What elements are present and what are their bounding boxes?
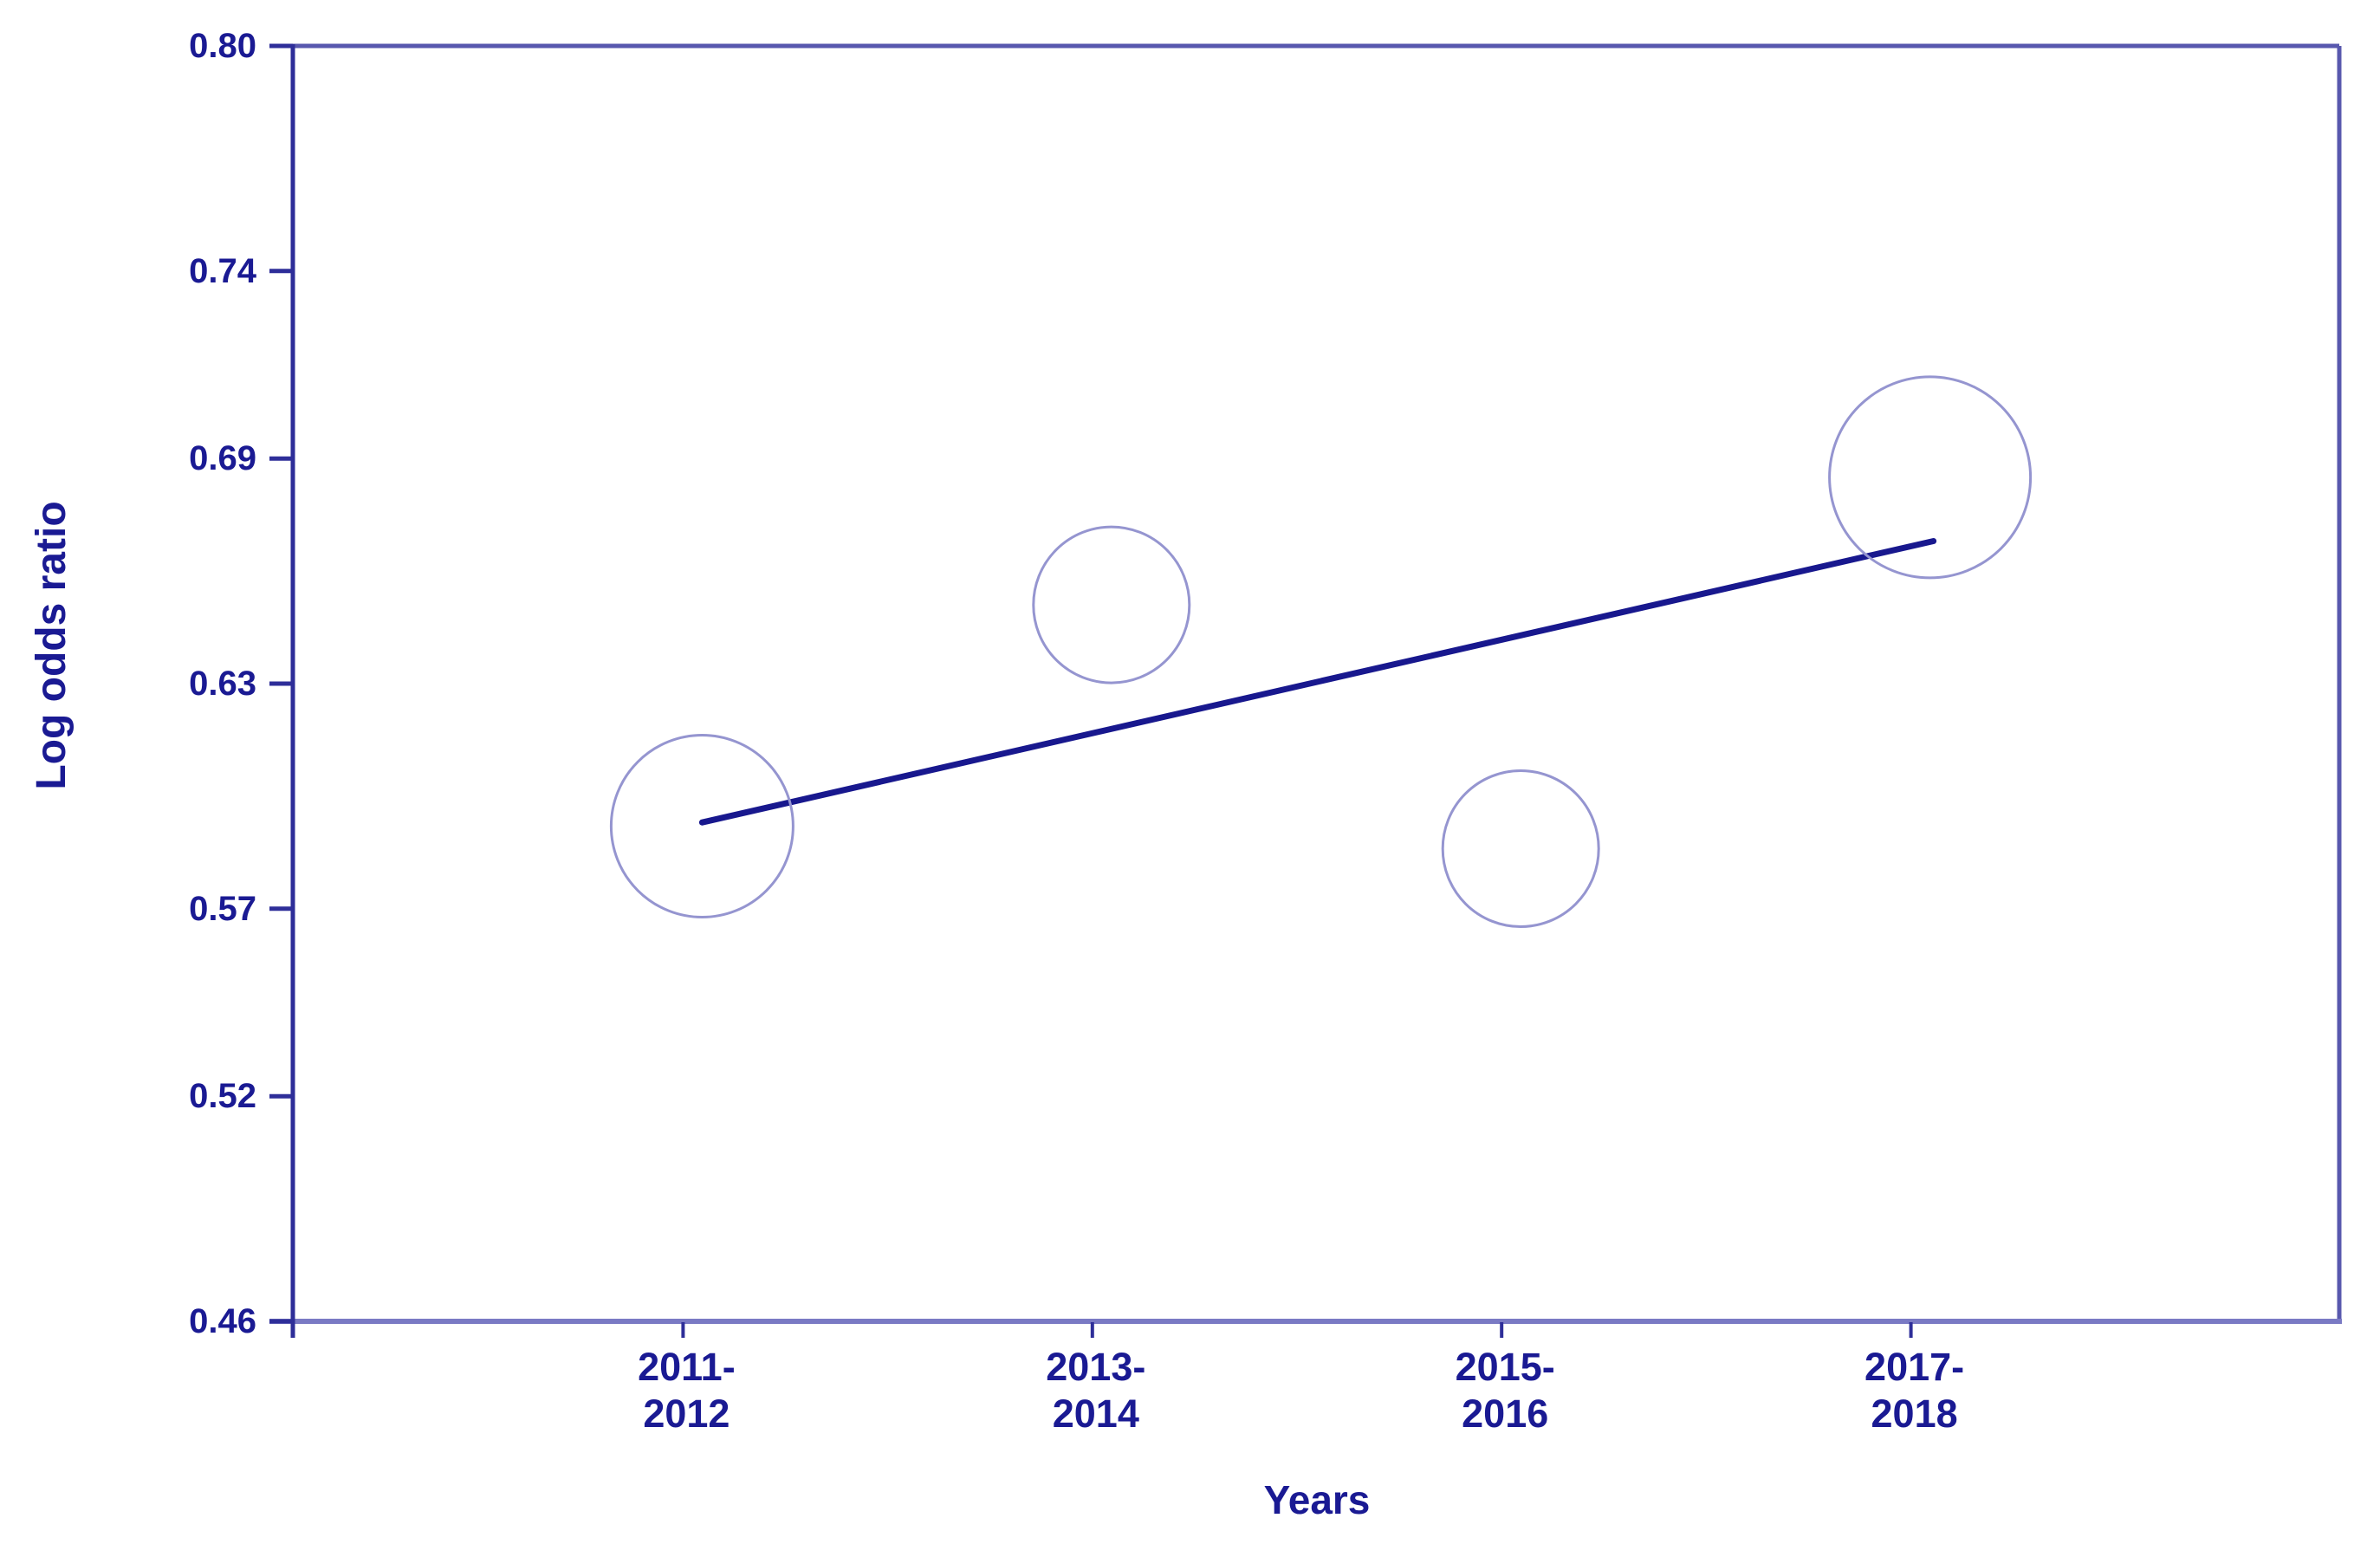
x-tick-label: 2017-2018 (1864, 1345, 1964, 1436)
y-tick-label: 0.46 (189, 1302, 256, 1340)
y-axis: 0.80 0.74 0.69 0.63 0.57 0.52 0.46 (189, 27, 295, 1340)
x-tick-label: 2011-2012 (638, 1345, 736, 1436)
bubble (1032, 525, 1191, 684)
plot-frame (269, 43, 2342, 1324)
x-axis-title: Years (1264, 1477, 1371, 1522)
bubble (1441, 769, 1600, 928)
y-tick-label: 0.74 (189, 252, 257, 290)
x-axis: 2011-2012 2013-2014 2015-2016 2017-2018 (638, 1322, 1964, 1436)
bubbles-group (609, 375, 2033, 928)
trend-line (698, 537, 1937, 826)
trend-line-group (698, 537, 1937, 826)
y-tick-label: 0.57 (189, 890, 256, 928)
x-tick-label: 2015-2016 (1456, 1345, 1555, 1436)
y-axis-title: Log odds ratio (29, 501, 75, 789)
y-tick-label: 0.52 (189, 1077, 256, 1115)
bubble (609, 734, 794, 919)
y-tick-label: 0.69 (189, 439, 256, 477)
bubble (1828, 375, 2033, 580)
y-tick-label: 0.80 (189, 27, 256, 65)
x-tick-label: 2013-2014 (1046, 1345, 1145, 1436)
y-tick-label: 0.63 (189, 665, 256, 703)
